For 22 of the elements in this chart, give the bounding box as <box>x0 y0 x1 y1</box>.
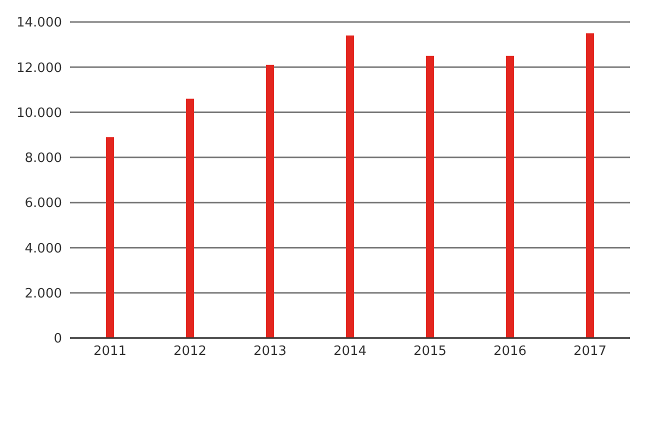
y-tick-label: 0 <box>54 332 62 347</box>
y-tick-label: 4.000 <box>24 241 62 256</box>
bar <box>586 33 594 338</box>
x-tick-label: 2014 <box>333 344 367 360</box>
y-tick-label: 14.000 <box>16 16 62 31</box>
x-tick-label: 2017 <box>573 344 607 360</box>
y-tick-label: 8.000 <box>24 151 62 166</box>
y-tick-label: 2.000 <box>24 286 62 302</box>
x-tick-label: 2011 <box>93 344 127 360</box>
y-tick-label: 10.000 <box>16 106 62 121</box>
bar <box>106 137 114 338</box>
x-tick-label: 2012 <box>173 344 207 360</box>
bar <box>346 36 354 338</box>
x-tick-label: 2016 <box>493 344 527 360</box>
x-tick-label: 2013 <box>253 344 287 360</box>
bar <box>186 98 194 338</box>
x-tick-label: 2015 <box>413 344 447 360</box>
bar <box>426 56 434 338</box>
y-tick-label: 12.000 <box>16 60 62 76</box>
y-tick-label: 6.000 <box>24 196 62 212</box>
bar <box>506 56 514 338</box>
bar <box>266 64 274 338</box>
